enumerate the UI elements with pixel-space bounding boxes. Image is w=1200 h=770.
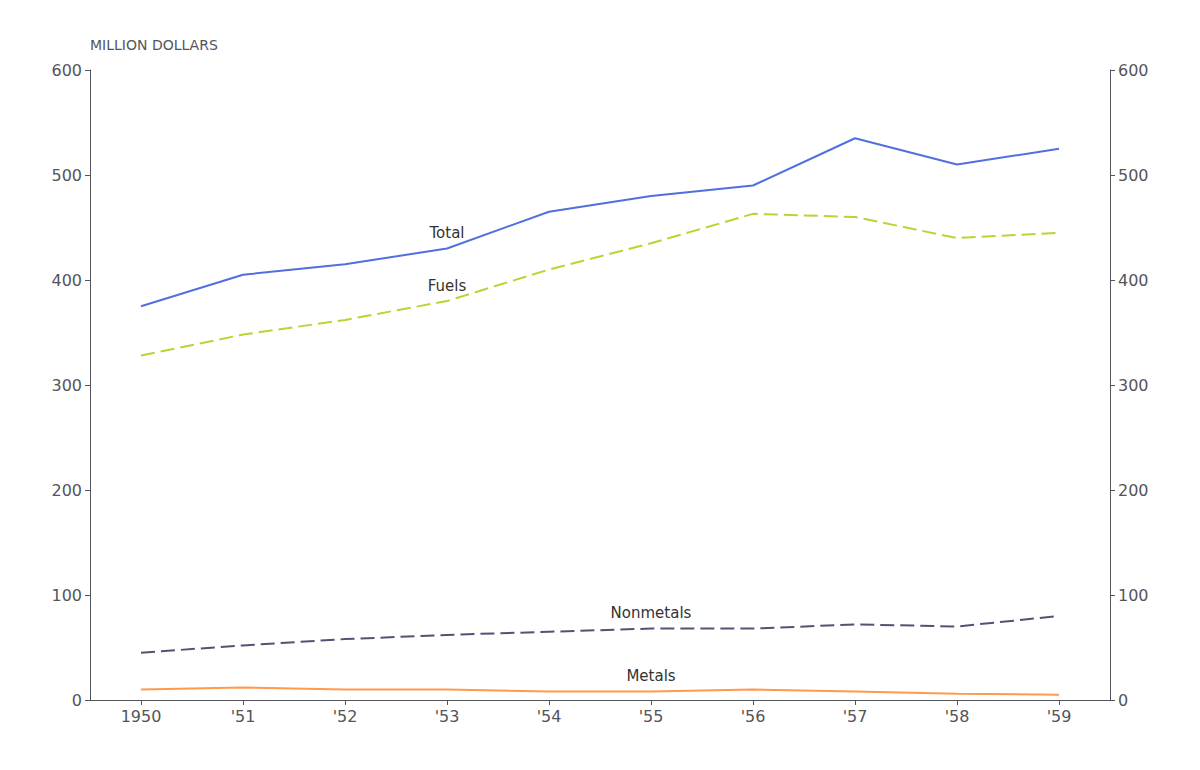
svg-text:300: 300	[51, 376, 82, 395]
svg-text:0: 0	[1118, 691, 1128, 710]
svg-text:'53: '53	[435, 707, 460, 726]
svg-text:200: 200	[1118, 481, 1149, 500]
svg-text:'57: '57	[843, 707, 868, 726]
svg-text:600: 600	[1118, 61, 1149, 80]
svg-text:Nonmetals: Nonmetals	[611, 604, 692, 622]
svg-text:'58: '58	[945, 707, 970, 726]
svg-text:400: 400	[1118, 271, 1149, 290]
svg-text:'52: '52	[333, 707, 358, 726]
svg-text:'51: '51	[231, 707, 256, 726]
svg-text:500: 500	[51, 166, 82, 185]
svg-text:'56: '56	[741, 707, 766, 726]
svg-text:Total: Total	[428, 224, 464, 242]
svg-text:0: 0	[72, 691, 82, 710]
svg-text:300: 300	[1118, 376, 1149, 395]
svg-text:MILLION DOLLARS: MILLION DOLLARS	[90, 37, 218, 53]
svg-text:Metals: Metals	[626, 667, 675, 685]
svg-text:200: 200	[51, 481, 82, 500]
svg-text:1950: 1950	[121, 707, 162, 726]
svg-text:400: 400	[51, 271, 82, 290]
svg-text:500: 500	[1118, 166, 1149, 185]
svg-text:100: 100	[1118, 586, 1149, 605]
svg-text:Fuels: Fuels	[428, 277, 467, 295]
svg-text:'59: '59	[1047, 707, 1072, 726]
svg-text:'55: '55	[639, 707, 664, 726]
svg-text:'54: '54	[537, 707, 562, 726]
svg-text:100: 100	[51, 586, 82, 605]
svg-text:600: 600	[51, 61, 82, 80]
